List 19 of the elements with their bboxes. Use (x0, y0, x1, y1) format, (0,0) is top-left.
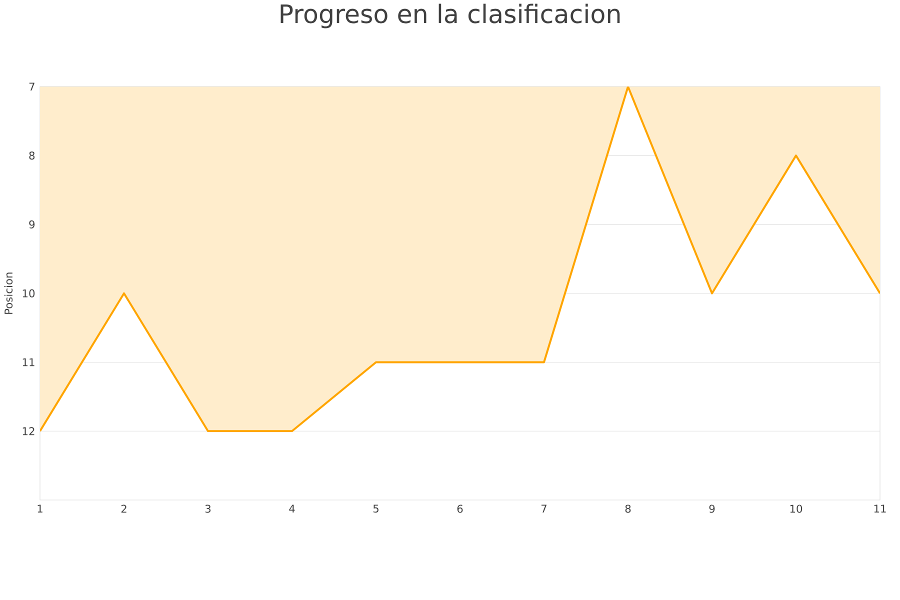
x-tick-label: 8 (625, 504, 631, 513)
x-tick-label: 3 (205, 504, 211, 513)
y-tick-label: 9 (29, 220, 35, 228)
y-tick-label: 8 (29, 152, 35, 160)
x-tick-label: 5 (373, 504, 378, 513)
x-tick-label: 7 (541, 504, 546, 512)
x-tick-label: 10 (790, 504, 802, 513)
x-tick-label: 4 (289, 504, 295, 512)
y-tick-label: 10 (22, 289, 35, 298)
x-tick-label: 9 (709, 504, 715, 513)
y-tick-label: 12 (22, 427, 34, 436)
y-tick-label: 7 (29, 82, 34, 91)
chart-title: Progreso en la clasificacion (280, 4, 620, 28)
y-axis-title: Posicion (4, 272, 13, 314)
y-tick-label: 11 (22, 358, 34, 366)
x-tick-label: 11 (874, 504, 886, 512)
x-tick-label: 2 (121, 504, 126, 513)
x-tick-label: 6 (457, 504, 463, 513)
x-tick-label: 1 (38, 504, 42, 512)
